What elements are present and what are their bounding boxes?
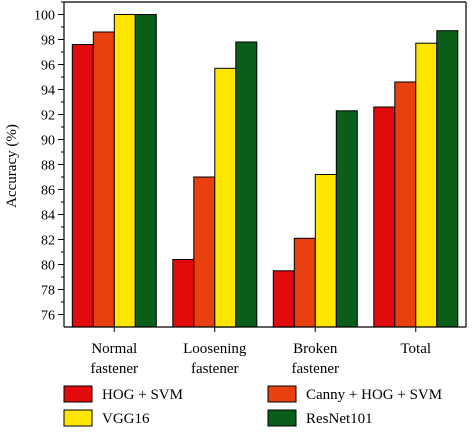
bar-1-2 [172, 259, 195, 328]
x-category-label: Normal [91, 341, 137, 357]
legend-swatch [63, 409, 93, 427]
y-tick-label: 96 [41, 59, 55, 74]
bar-1-3 [272, 270, 295, 328]
y-tick-label: 84 [41, 209, 55, 224]
legend: HOG + SVM Canny + HOG + SVM VGG16 ResNet101 [63, 385, 442, 427]
legend-label: Canny + HOG + SVM [306, 387, 442, 403]
bar-2-2 [193, 176, 216, 328]
legend-label: ResNet101 [306, 411, 373, 427]
y-tick-label: 80 [41, 259, 55, 274]
x-category-label: fastener [292, 361, 339, 377]
y-tick-label: 88 [41, 159, 55, 174]
y-tick-label: 94 [41, 84, 55, 99]
legend-label: HOG + SVM [102, 387, 183, 403]
bar-2-3 [293, 237, 316, 328]
bar-3-3 [314, 174, 337, 328]
bar-2-4 [394, 81, 417, 328]
legend-swatch [63, 385, 93, 403]
y-tick-label: 98 [41, 34, 55, 49]
y-axis-title: Accuracy (%) [4, 124, 20, 208]
y-tick-label: 82 [41, 234, 55, 249]
x-category-label: Total [400, 341, 431, 357]
y-tick-label: 78 [41, 284, 55, 299]
bar-3-2 [214, 67, 237, 328]
x-category-label: fastener [91, 361, 138, 377]
bar-1-4 [373, 106, 396, 328]
y-tick-label: 100 [34, 9, 55, 24]
bar-3-4 [415, 42, 438, 328]
bar-1-1 [71, 44, 94, 328]
y-tick-label: 90 [41, 134, 55, 149]
bar-2-1 [92, 31, 115, 328]
bar-3-1 [113, 14, 136, 328]
y-tick-label: 86 [41, 184, 55, 199]
bar-4-4 [436, 30, 459, 328]
y-tick-label: 76 [41, 309, 55, 324]
x-category-label: Broken [293, 341, 338, 357]
x-category-label: Loosening [183, 341, 247, 357]
x-category-label: fastener [191, 361, 238, 377]
plot-area: 76 78 80 82 84 86 88 90 92 94 96 98 100 Normal fastene… [34, 1, 467, 377]
bar-4-2 [235, 41, 258, 328]
y-tick-label: 92 [41, 109, 55, 124]
legend-label: VGG16 [102, 411, 150, 427]
bar-4-3 [335, 110, 358, 328]
legend-swatch [267, 385, 297, 403]
legend-swatch [267, 409, 297, 427]
bar-4-1 [134, 14, 157, 328]
